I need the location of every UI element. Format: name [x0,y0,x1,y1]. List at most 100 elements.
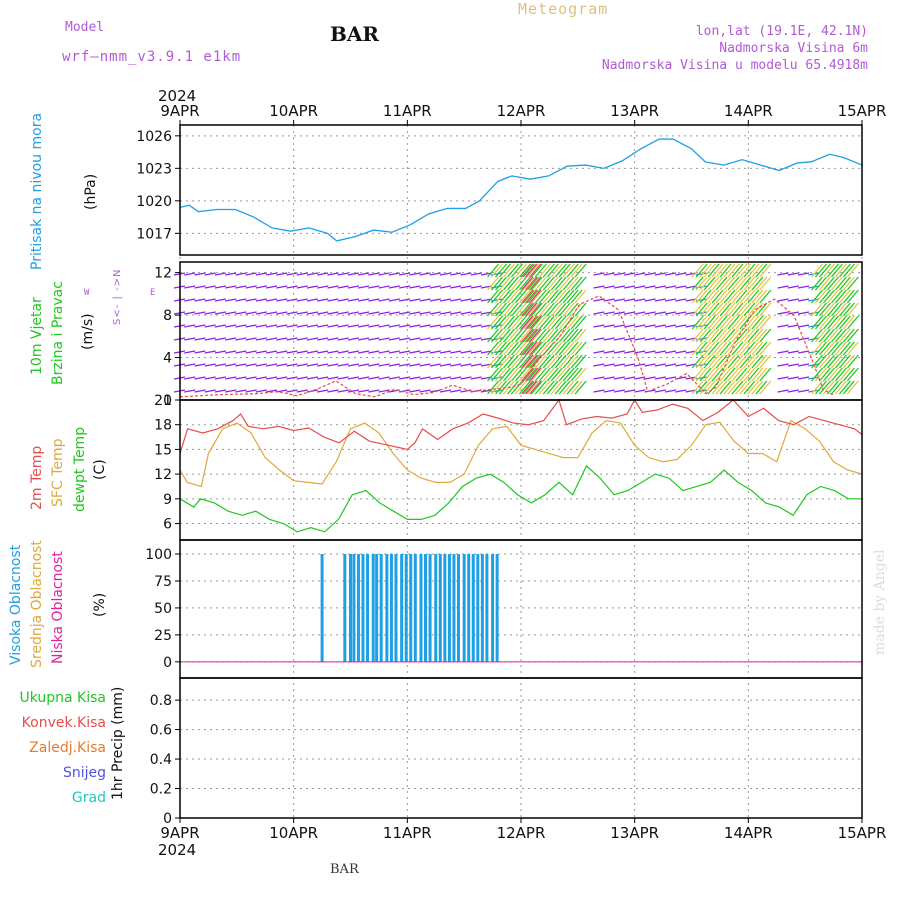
wind-barb [317,389,329,393]
wind-barb-strong [518,302,531,317]
wind-barb-strong [755,263,768,278]
wind-barb [204,389,216,393]
wind-barb-strong [703,367,716,382]
wind-barb-strong [815,276,828,291]
wind-barb-strong [830,354,843,369]
wind-barb [214,324,227,328]
wind-barb-strong [727,289,740,304]
wind-barb [225,363,237,367]
wind-barb-strong [842,380,855,395]
wind-barb [327,389,339,393]
wind-barb-strong [759,367,772,382]
wind-barb [255,389,267,393]
wind-barb [460,337,472,341]
wind-barb [603,389,615,393]
wind-barb-strong [491,302,504,317]
wind-barb-strong [525,380,538,395]
wind-barb-strong [566,367,579,382]
wind-barb-strong [487,302,500,317]
wind-barb [296,337,308,341]
wind-barb-strong [574,263,587,278]
wind-barb [194,324,206,328]
cloud-high-bar [447,554,451,662]
wind-barb-strong [558,289,571,304]
cloud-ytick-label: 0 [163,655,172,671]
xtick-label-bottom: 14APR [724,824,773,842]
wind-barb [194,272,206,276]
xtick-label-top: 10APR [269,102,318,120]
wind-barb-strong [731,289,744,304]
wind-barb [787,389,799,393]
wind-barb [204,298,216,302]
wind-barb-strong [506,302,519,317]
wind-barb [787,350,799,354]
wind-ytick-label: 8 [163,308,172,324]
wind-barb [245,324,257,328]
wind-barb [470,363,482,367]
cloud-high-bar [471,554,475,662]
pressure-ytick-label: 1023 [136,161,172,177]
wind-barb-strong [723,341,736,356]
wind-barb-strong [522,302,535,317]
wind-barb-strong [574,328,587,343]
wind-ytick-label: 4 [163,351,172,367]
wind-barb-strong [838,328,851,343]
wind-barb-strong [534,328,547,343]
wind-barb-strong [842,302,855,317]
wind-barb-strong [510,367,523,382]
wind-barb [624,350,636,354]
cloud-high-bar [413,554,417,662]
wind-barb-strong [514,276,527,291]
wind-barb-strong [699,315,712,330]
wind-barb-strong [818,328,831,343]
cloud-high-bar [389,554,393,662]
wind-barb [429,285,441,289]
wind-ytick-label: 12 [154,266,172,282]
wind-barb [368,272,380,276]
wind-barb [388,376,400,380]
wind-barb [184,272,196,276]
wind-barb-strong [546,380,559,395]
wind-barb-strong [743,263,756,278]
wind-barb [429,272,441,276]
wind-barb [204,285,216,289]
precip-label-snow: Snijeg [62,765,106,781]
wind-barb [644,363,656,367]
wind-barb-strong [695,276,708,291]
wind-barb [235,337,247,341]
wind-barb-strong [735,263,748,278]
wind-barb-strong [510,380,523,395]
wind-barb-strong [487,354,500,369]
wind-barb [777,298,789,302]
wind-barb [450,363,462,367]
wind-barb-strong [691,354,704,369]
wind-barb [225,285,237,289]
wind-barb-strong [562,354,575,369]
wind-barb-strong [499,302,512,317]
wind-barb [265,337,278,341]
wind-barb-strong [534,380,547,395]
wind-barb [654,389,666,393]
wind-barb [245,376,257,380]
wind-barb-strong [751,263,764,278]
cloud-ytick-label: 75 [154,574,172,590]
wind-barb [450,285,462,289]
wind-barb-strong [538,315,551,330]
wind-barb-strong [695,315,708,330]
wind-barb [593,311,605,315]
wind-barb [184,363,196,367]
wind-barb [327,272,339,276]
wind-barb [624,363,636,367]
wind-barb-strong [526,263,539,278]
wind-barb-strong [830,263,843,278]
wind-barb-strong [514,354,527,369]
wind-barb [624,272,636,276]
wind-barb [593,363,605,367]
wind-barb [368,285,380,289]
wind-barb-strong [558,315,571,330]
wind-barb-strong [818,380,831,395]
wind-barb [450,272,462,276]
wind-barb [235,376,247,380]
wind-barb-strong [542,328,555,343]
